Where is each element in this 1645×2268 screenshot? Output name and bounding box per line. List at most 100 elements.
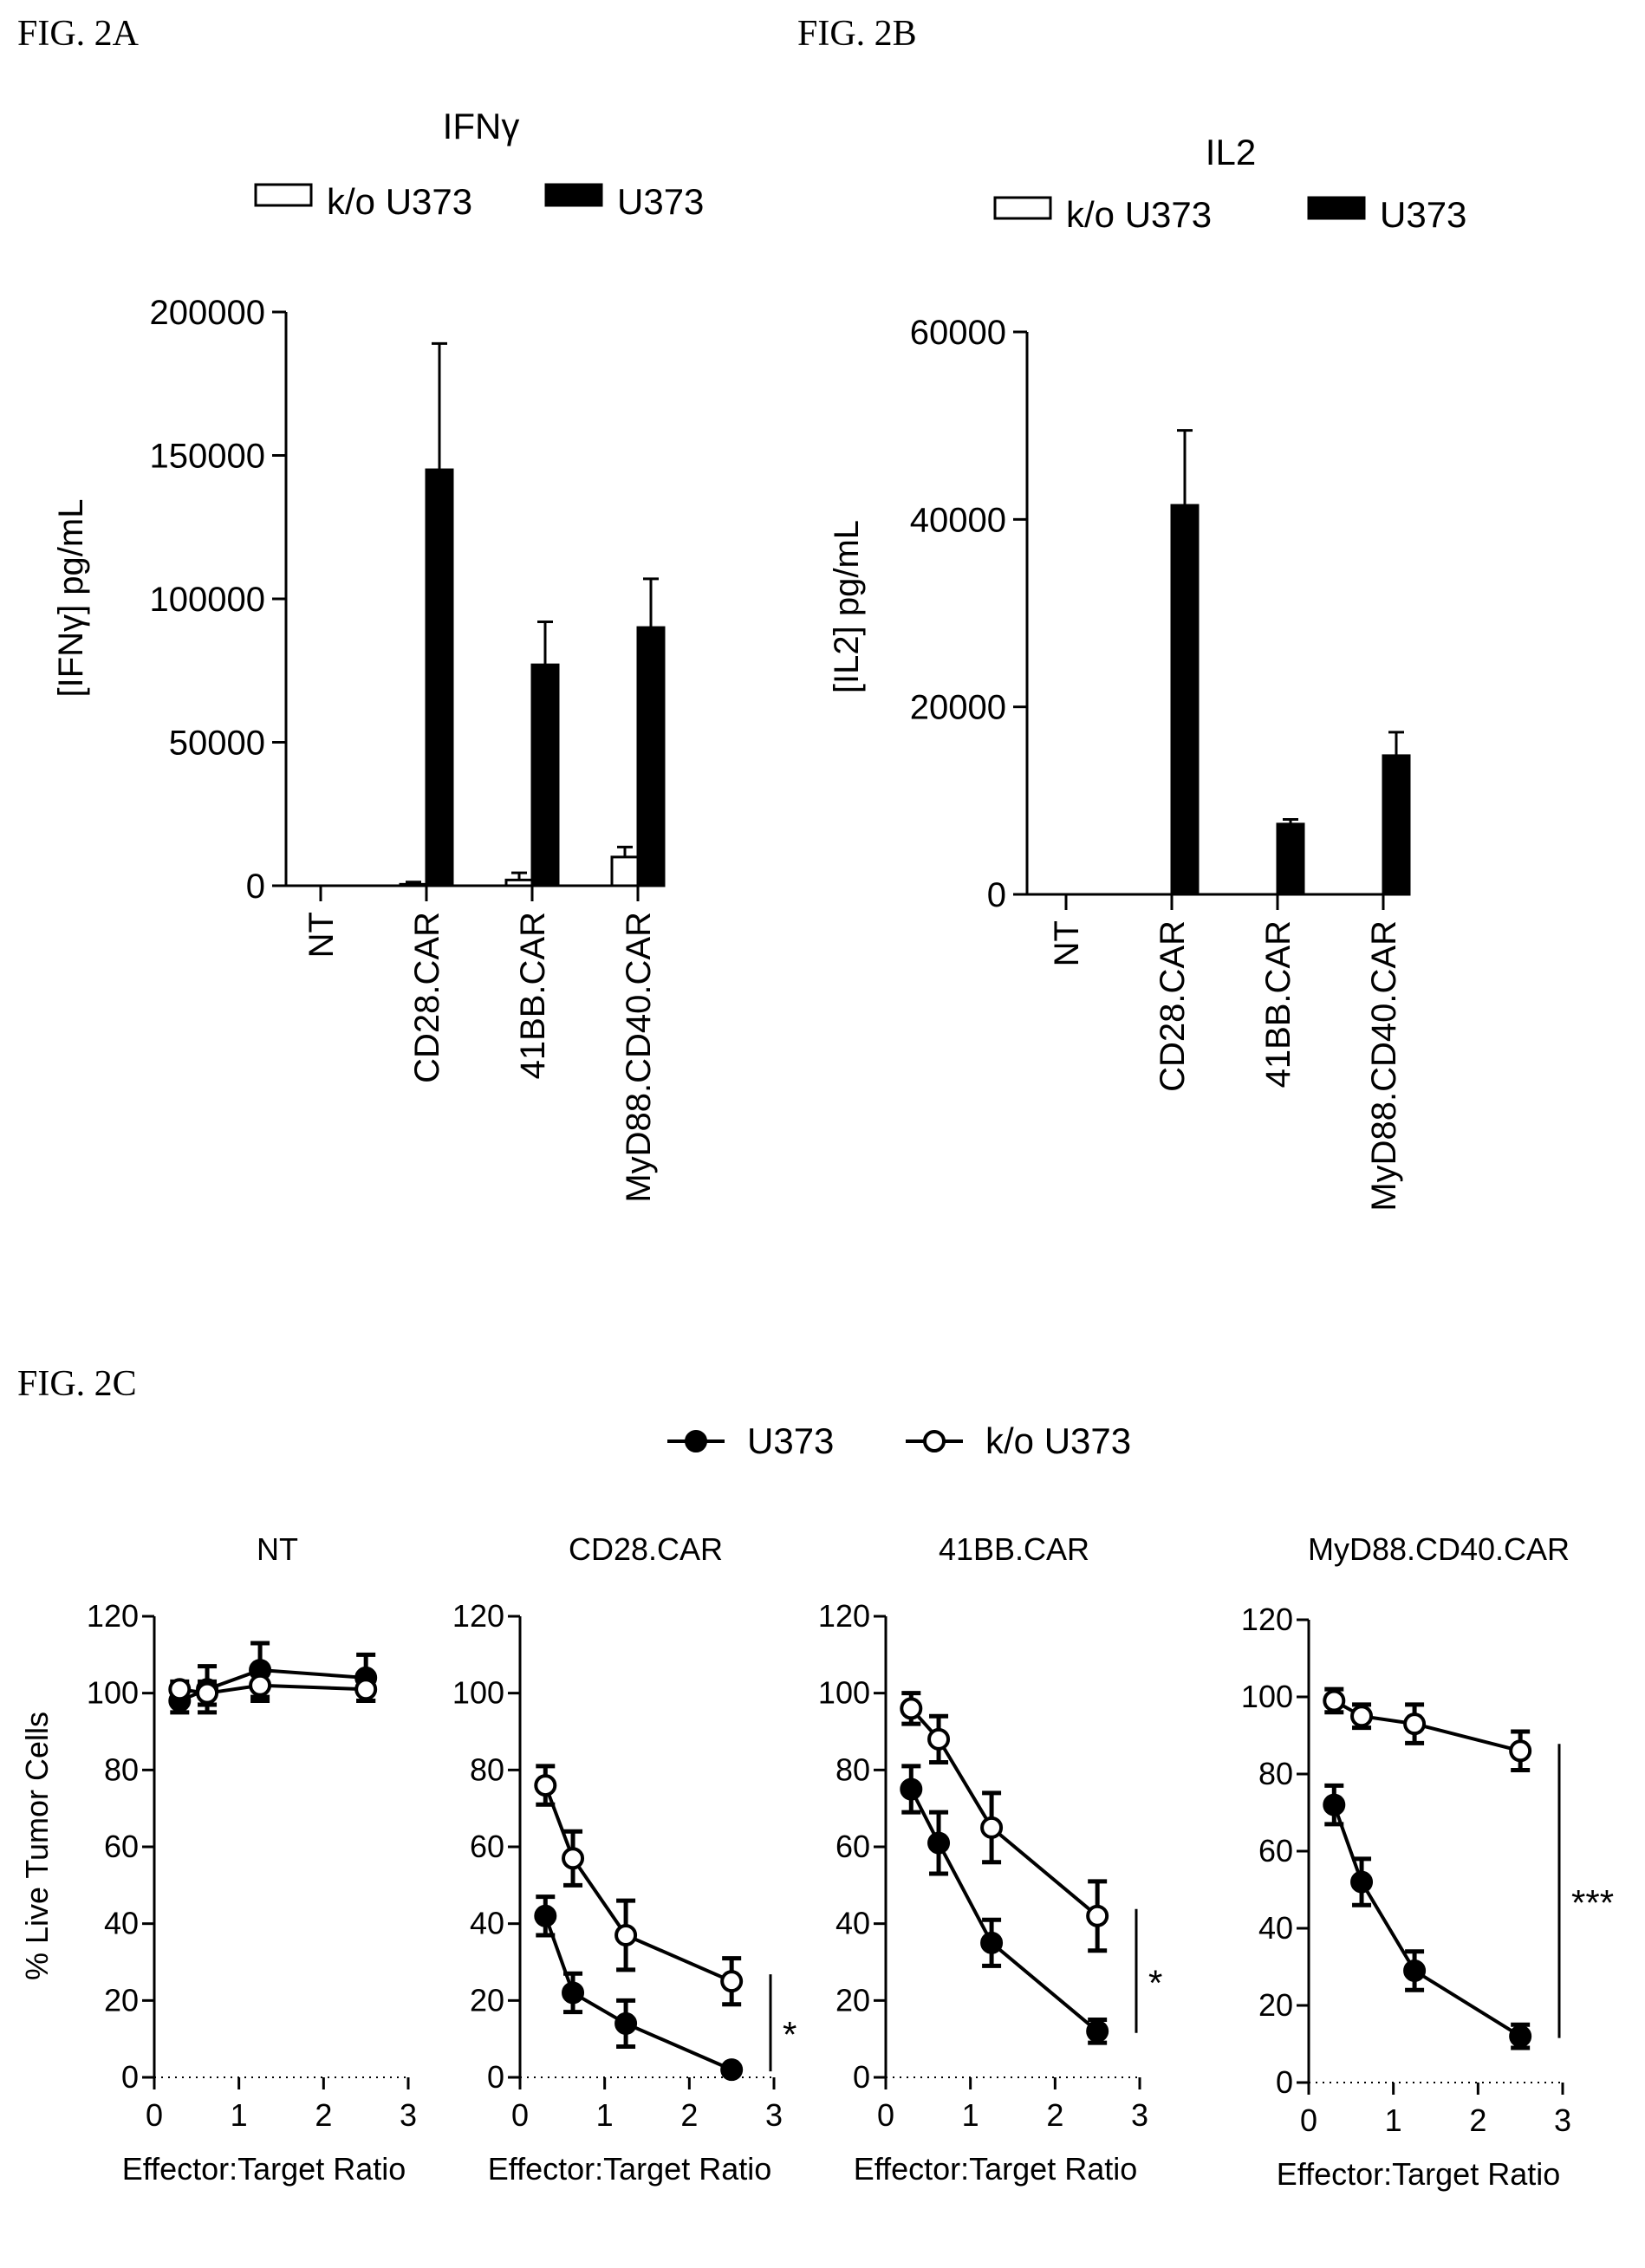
chart-il2: IL2 k/o U373 U373 0 20000 40000 60000 [IL2] pg/… <box>828 132 1466 1212</box>
legend-label: k/o U373 <box>1066 194 1212 235</box>
series-line-open <box>909 1707 1099 1918</box>
legend-swatch-solid <box>1307 196 1366 220</box>
x-tick-label: MyD88.CD40.CAR <box>620 912 658 1203</box>
x-tick-label: 0 <box>511 2097 529 2133</box>
fig-2c-label: FIG. 2C <box>17 1364 137 1404</box>
legend-label: U373 <box>617 181 704 222</box>
y-tick-label: 40 <box>470 1906 504 1941</box>
y-tick-label: 20 <box>836 1982 870 2018</box>
y-tick-label: 120 <box>1241 1602 1293 1637</box>
x-tick-label: 1 <box>231 2097 248 2133</box>
y-tick-label: 120 <box>452 1598 504 1634</box>
x-tick-label: NT <box>302 912 341 958</box>
significance-marker: * <box>783 2014 796 2055</box>
y-tick-label: 0 <box>121 2059 139 2095</box>
series-line-open <box>543 1784 732 1984</box>
y-axis-label: [IFNγ] pg/mL <box>52 499 90 698</box>
y-tick-label: 0 <box>853 2059 870 2095</box>
data-point-open <box>562 1847 585 1870</box>
y-tick-label: 120 <box>818 1598 870 1634</box>
data-point-open <box>980 1816 1004 1839</box>
y-tick-label: 40 <box>836 1906 870 1941</box>
y-tick-label: 20 <box>1258 1987 1293 2023</box>
chart-title: IFNγ <box>443 106 520 146</box>
data-point-filled <box>614 2011 638 2035</box>
x-axis-label: Effector:Target Ratio <box>488 2151 772 2187</box>
y-tick-label: 0 <box>487 2059 504 2095</box>
y-tick-label: 120 <box>87 1598 139 1634</box>
x-tick-label: 1 <box>1385 2102 1402 2138</box>
y-tick-label: 20 <box>470 1982 504 2018</box>
data-point-filled <box>1509 2024 1532 2048</box>
bar-open <box>610 855 640 887</box>
y-tick-label: 40000 <box>910 501 1006 539</box>
x-tick-label: CD28.CAR <box>1154 920 1192 1092</box>
data-point-filled <box>927 1831 951 1855</box>
data-point-open <box>1323 1689 1346 1712</box>
y-tick-label: 40 <box>1258 1910 1293 1946</box>
y-tick-label: 60 <box>104 1829 139 1864</box>
bar-open <box>399 882 428 887</box>
y-tick-label: 0 <box>1276 2064 1293 2100</box>
x-tick-label: 0 <box>877 2097 894 2133</box>
data-point-filled <box>980 1931 1004 1954</box>
fig-2b-label: FIG. 2B <box>797 14 917 54</box>
legend-swatch-open <box>993 196 1052 220</box>
panel-title: MyD88.CD40.CAR <box>1308 1531 1570 1567</box>
x-axis-label: Effector:Target Ratio <box>122 2151 406 2187</box>
chart-ifng: IFNγ k/o U373 U373 0 50000 100000 150000 200000… <box>52 106 704 1203</box>
x-tick-label: 0 <box>1300 2102 1317 2138</box>
data-point-open <box>354 1678 378 1701</box>
x-tick-label: NT <box>1048 920 1086 966</box>
y-tick-label: 100000 <box>150 581 265 619</box>
y-tick-label: 150000 <box>150 438 265 476</box>
x-tick-label: 2 <box>1469 2102 1486 2138</box>
y-tick-label: 50000 <box>169 725 265 763</box>
data-point-filled <box>1403 1959 1427 1982</box>
series-line-open <box>1333 1699 1521 1753</box>
bar-solid <box>425 468 454 887</box>
data-point-filled <box>562 1981 585 2005</box>
significance-marker: * <box>1148 1962 1162 2003</box>
data-point-open <box>720 1970 744 1993</box>
data-point-filled <box>1350 1870 1374 1894</box>
y-axis-label: % Live Tumor Cells <box>19 1712 55 1980</box>
chart-title: IL2 <box>1206 132 1256 172</box>
y-tick-label: 0 <box>987 876 1006 914</box>
legend-swatch-solid <box>544 183 603 207</box>
data-point-open <box>168 1678 192 1701</box>
bar-solid <box>1276 822 1305 896</box>
y-axis-label: [IL2] pg/mL <box>828 520 866 693</box>
x-tick-label: 41BB.CAR <box>514 912 552 1079</box>
fig-2a-label: FIG. 2A <box>17 14 140 54</box>
x-tick-label: 2 <box>1046 2097 1063 2133</box>
data-point-filled <box>534 1904 557 1927</box>
y-tick-label: 60000 <box>910 314 1006 352</box>
data-point-filled <box>720 2058 744 2082</box>
data-point-open <box>1086 1904 1109 1927</box>
data-point-filled <box>1086 2019 1109 2043</box>
series-line-open <box>179 1683 367 1695</box>
series-line-filled <box>543 1915 732 2071</box>
y-tick-label: 60 <box>470 1829 504 1864</box>
y-tick-label: 100 <box>87 1675 139 1711</box>
legend-marker-filled <box>685 1430 707 1452</box>
legend-swatch-open <box>254 183 313 207</box>
bar-solid <box>1382 754 1411 896</box>
series-line-filled <box>1332 1803 1522 2038</box>
y-tick-label: 100 <box>452 1675 504 1711</box>
legend-marker-open <box>923 1430 946 1452</box>
x-tick-label: CD28.CAR <box>408 912 446 1083</box>
y-tick-label: 60 <box>1258 1833 1293 1868</box>
data-point-open <box>900 1697 923 1720</box>
data-point-open <box>196 1681 219 1705</box>
legend-label: k/o U373 <box>985 1420 1131 1461</box>
x-tick-label: 1 <box>962 2097 979 2133</box>
data-point-filled <box>900 1777 923 1801</box>
bar-solid <box>1170 504 1200 896</box>
x-tick-label: 2 <box>315 2097 332 2133</box>
legend-label: k/o U373 <box>327 181 472 222</box>
y-tick-label: 100 <box>1241 1679 1293 1714</box>
data-point-filled <box>1323 1793 1346 1816</box>
significance-marker: *** <box>1571 1882 1614 1923</box>
